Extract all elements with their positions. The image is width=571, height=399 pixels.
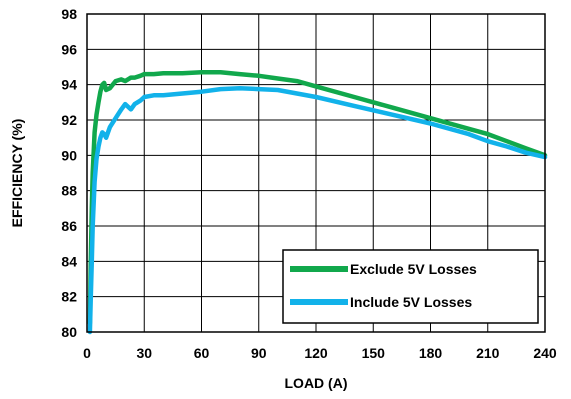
x-tick-labels: 0 30 60 90 120 150 180 210 240: [83, 345, 557, 361]
legend: Exclude 5V Losses Include 5V Losses: [282, 249, 539, 324]
y-tick-label: 96: [61, 41, 77, 57]
x-axis-title: LOAD (A): [285, 375, 348, 391]
legend-box: [282, 249, 539, 324]
y-tick-labels: 80 82 84 86 88 90 92 94 96 98: [61, 6, 77, 340]
x-tick-label: 90: [251, 345, 267, 361]
y-tick-label: 88: [61, 183, 77, 199]
x-tick-label: 180: [419, 345, 443, 361]
series-line-include-5v-losses: [87, 85, 548, 335]
series-line-exclude-5v-losses: [87, 70, 548, 326]
legend-label-exclude: Exclude 5V Losses: [350, 261, 477, 277]
y-tick-label: 84: [61, 253, 77, 269]
y-tick-label: 86: [61, 218, 77, 234]
series-layer: [87, 70, 548, 335]
x-tick-label: 120: [304, 345, 328, 361]
x-tick-label: 60: [194, 345, 210, 361]
x-tick-label: 210: [476, 345, 500, 361]
legend-label-include: Include 5V Losses: [350, 294, 472, 310]
y-tick-label: 90: [61, 147, 77, 163]
plot-border: [86, 13, 546, 333]
y-tick-label: 94: [61, 77, 77, 93]
y-tick-label: 80: [61, 324, 77, 340]
y-tick-label: 92: [61, 112, 77, 128]
x-tick-label: 0: [83, 345, 91, 361]
y-axis-title: EFFICIENCY (%): [9, 119, 25, 228]
y-tick-label: 98: [61, 6, 77, 22]
x-tick-label: 240: [533, 345, 557, 361]
y-tick-label: 82: [61, 289, 77, 305]
x-tick-label: 150: [362, 345, 386, 361]
x-tick-label: 30: [136, 345, 152, 361]
